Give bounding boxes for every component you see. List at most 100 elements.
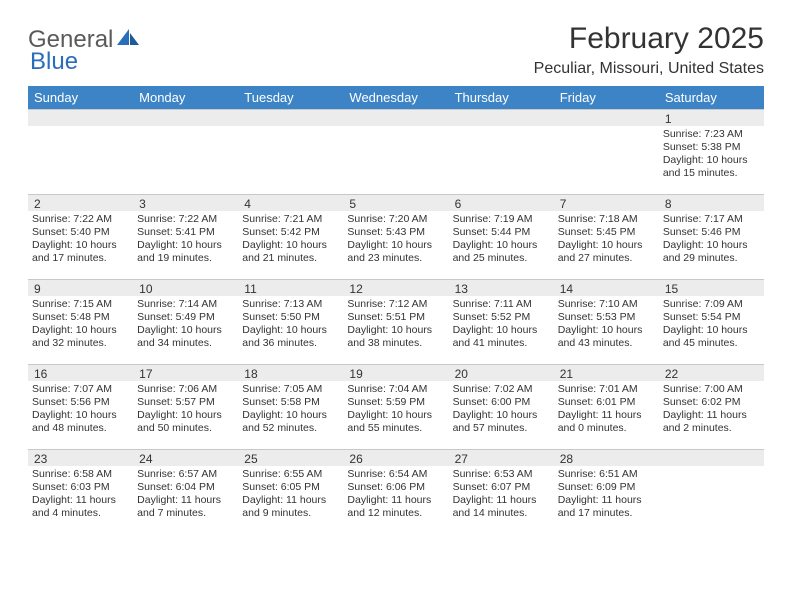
date-bar: 20 [449, 365, 554, 381]
date-number: 10 [135, 282, 152, 296]
daylight-text: Daylight: 11 hours and 14 minutes. [453, 494, 550, 520]
date-number: 23 [30, 452, 47, 466]
date-bar: 17 [133, 365, 238, 381]
logo-sail-icon [115, 27, 141, 54]
sunrise-text: Sunrise: 7:10 AM [558, 298, 655, 311]
day-cell [28, 110, 133, 194]
day-cell: 11Sunrise: 7:13 AMSunset: 5:50 PMDayligh… [238, 280, 343, 364]
date-bar [238, 110, 343, 126]
daylight-text: Daylight: 11 hours and 7 minutes. [137, 494, 234, 520]
day-details: Sunrise: 6:51 AMSunset: 6:09 PMDaylight:… [558, 468, 655, 521]
sunrise-text: Sunrise: 7:00 AM [663, 383, 760, 396]
day-details: Sunrise: 7:17 AMSunset: 5:46 PMDaylight:… [663, 213, 760, 266]
date-number: 26 [345, 452, 362, 466]
date-number: 19 [345, 367, 362, 381]
day-details: Sunrise: 7:01 AMSunset: 6:01 PMDaylight:… [558, 383, 655, 436]
date-bar: 1 [659, 110, 764, 126]
sunrise-text: Sunrise: 7:23 AM [663, 128, 760, 141]
sunrise-text: Sunrise: 7:20 AM [347, 213, 444, 226]
daylight-text: Daylight: 10 hours and 19 minutes. [137, 239, 234, 265]
day-details: Sunrise: 7:10 AMSunset: 5:53 PMDaylight:… [558, 298, 655, 351]
date-bar: 2 [28, 195, 133, 211]
day-cell: 15Sunrise: 7:09 AMSunset: 5:54 PMDayligh… [659, 280, 764, 364]
daylight-text: Daylight: 11 hours and 2 minutes. [663, 409, 760, 435]
sunrise-text: Sunrise: 7:11 AM [453, 298, 550, 311]
date-number [451, 112, 455, 126]
calendar-week: 23Sunrise: 6:58 AMSunset: 6:03 PMDayligh… [28, 449, 764, 534]
date-number: 13 [451, 282, 468, 296]
date-bar: 24 [133, 450, 238, 466]
sunrise-text: Sunrise: 7:19 AM [453, 213, 550, 226]
date-number: 6 [451, 197, 462, 211]
date-bar: 10 [133, 280, 238, 296]
date-number: 5 [345, 197, 356, 211]
sunset-text: Sunset: 6:07 PM [453, 481, 550, 494]
sunrise-text: Sunrise: 7:22 AM [137, 213, 234, 226]
sunset-text: Sunset: 5:43 PM [347, 226, 444, 239]
date-number: 16 [30, 367, 47, 381]
date-number: 7 [556, 197, 567, 211]
day-cell: 26 Sunrise: 6:54 AMSunset: 6:06 PMDayligh… [343, 450, 448, 534]
date-number: 20 [451, 367, 468, 381]
sunset-text: Sunset: 5:49 PM [137, 311, 234, 324]
daylight-text: Daylight: 10 hours and 48 minutes. [32, 409, 129, 435]
daylight-text: Daylight: 10 hours and 17 minutes. [32, 239, 129, 265]
day-details: Sunrise: 7:13 AMSunset: 5:50 PMDaylight:… [242, 298, 339, 351]
sunrise-text: Sunrise: 7:07 AM [32, 383, 129, 396]
day-details: Sunrise: 7:04 AMSunset: 5:59 PMDaylight:… [347, 383, 444, 436]
day-cell [238, 110, 343, 194]
date-number: 22 [661, 367, 678, 381]
date-bar [133, 110, 238, 126]
day-header: Wednesday [343, 86, 448, 109]
date-number: 9 [30, 282, 41, 296]
calendar-week: 16Sunrise: 7:07 AMSunset: 5:56 PMDayligh… [28, 364, 764, 449]
day-cell: 5Sunrise: 7:20 AMSunset: 5:43 PMDaylight… [343, 195, 448, 279]
day-cell: 10Sunrise: 7:14 AMSunset: 5:49 PMDayligh… [133, 280, 238, 364]
date-bar: 23 [28, 450, 133, 466]
sunset-text: Sunset: 5:59 PM [347, 396, 444, 409]
date-bar: 12 [343, 280, 448, 296]
sunset-text: Sunset: 6:06 PM [347, 481, 444, 494]
date-number: 27 [451, 452, 468, 466]
daylight-text: Daylight: 10 hours and 52 minutes. [242, 409, 339, 435]
sunset-text: Sunset: 5:48 PM [32, 311, 129, 324]
sunrise-text: Sunrise: 7:15 AM [32, 298, 129, 311]
sunset-text: Sunset: 5:45 PM [558, 226, 655, 239]
day-cell: 1Sunrise: 7:23 AMSunset: 5:38 PMDaylight… [659, 110, 764, 194]
date-bar: 27 [449, 450, 554, 466]
day-cell: 3Sunrise: 7:22 AMSunset: 5:41 PMDaylight… [133, 195, 238, 279]
daylight-text: Daylight: 10 hours and 41 minutes. [453, 324, 550, 350]
sunrise-text: Sunrise: 7:02 AM [453, 383, 550, 396]
sunset-text: Sunset: 5:57 PM [137, 396, 234, 409]
date-bar: 25 [238, 450, 343, 466]
day-header: Friday [554, 86, 659, 109]
day-cell: 7Sunrise: 7:18 AMSunset: 5:45 PMDaylight… [554, 195, 659, 279]
date-bar: 26 [343, 450, 448, 466]
date-number [556, 112, 560, 126]
day-cell: 8Sunrise: 7:17 AMSunset: 5:46 PMDaylight… [659, 195, 764, 279]
date-number: 17 [135, 367, 152, 381]
sunrise-text: Sunrise: 7:13 AM [242, 298, 339, 311]
sunset-text: Sunset: 5:46 PM [663, 226, 760, 239]
day-details: Sunrise: 7:05 AMSunset: 5:58 PMDaylight:… [242, 383, 339, 436]
day-cell: 24Sunrise: 6:57 AMSunset: 6:04 PMDayligh… [133, 450, 238, 534]
day-header: Saturday [659, 86, 764, 109]
day-header: Tuesday [238, 86, 343, 109]
date-number: 21 [556, 367, 573, 381]
date-bar [659, 450, 764, 466]
daylight-text: Daylight: 10 hours and 57 minutes. [453, 409, 550, 435]
day-cell: 17 Sunrise: 7:06 AMSunset: 5:57 PMDayligh… [133, 365, 238, 449]
day-cell: 14Sunrise: 7:10 AMSunset: 5:53 PMDayligh… [554, 280, 659, 364]
date-bar: 22 [659, 365, 764, 381]
day-details: Sunrise: 6:54 AMSunset: 6:06 PMDaylight:… [347, 468, 444, 521]
date-number [240, 112, 244, 126]
sunrise-text: Sunrise: 7:04 AM [347, 383, 444, 396]
daylight-text: Daylight: 10 hours and 32 minutes. [32, 324, 129, 350]
day-details: Sunrise: 7:06 AMSunset: 5:57 PMDaylight:… [137, 383, 234, 436]
daylight-text: Daylight: 11 hours and 4 minutes. [32, 494, 129, 520]
daylight-text: Daylight: 10 hours and 50 minutes. [137, 409, 234, 435]
date-bar: 21 [554, 365, 659, 381]
sunset-text: Sunset: 6:09 PM [558, 481, 655, 494]
daylight-text: Daylight: 10 hours and 38 minutes. [347, 324, 444, 350]
daylight-text: Daylight: 10 hours and 15 minutes. [663, 154, 760, 180]
